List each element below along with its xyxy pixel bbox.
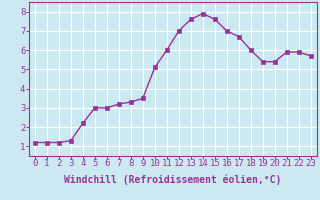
X-axis label: Windchill (Refroidissement éolien,°C): Windchill (Refroidissement éolien,°C) (64, 174, 282, 185)
